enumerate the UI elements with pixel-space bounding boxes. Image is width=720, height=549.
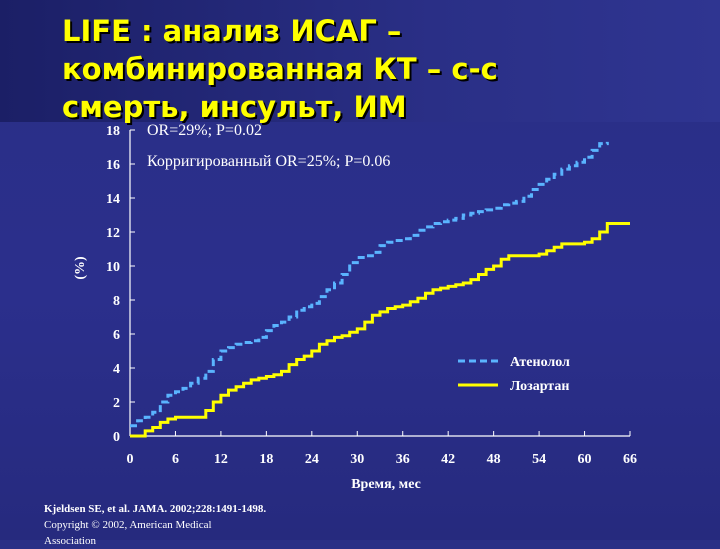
title-band: [0, 0, 720, 122]
annotation-adjusted-or: Корригированный OR=25%; P=0.06: [147, 153, 390, 170]
y-tick-label: 14: [106, 192, 120, 207]
x-tick-label: 36: [396, 452, 410, 467]
x-tick-label: 54: [532, 452, 546, 467]
x-tick-label: 0: [127, 452, 134, 467]
x-tick-label: 6: [172, 452, 179, 467]
x-tick-label: 60: [578, 452, 592, 467]
source-citation: Kjeldsen SE, et al. JAMA. 2002;228:1491-…: [44, 501, 266, 549]
x-tick-label: 66: [623, 452, 637, 467]
legend-losartan-label: Лозартан: [510, 379, 569, 394]
y-tick-label: 6: [113, 328, 120, 343]
chart-series: [130, 141, 630, 438]
x-tick-label: 12: [214, 452, 228, 467]
y-axis-label: (%): [73, 256, 88, 280]
copyright-text: Copyright © 2002, American Medical: [44, 519, 212, 531]
copyright-text-2: Association: [44, 535, 96, 547]
title-line-3: смерть, инсульт, ИМ: [62, 90, 407, 124]
series-losartan-line: [130, 222, 630, 438]
y-tick-label: 4: [113, 362, 120, 377]
x-tick-label: 48: [487, 452, 501, 467]
x-tick-label: 42: [441, 452, 455, 467]
y-tick-label: 12: [106, 226, 120, 241]
y-tick-label: 2: [113, 396, 120, 411]
x-axis-label: Время, мес: [351, 477, 421, 492]
y-tick-label: 16: [106, 158, 120, 173]
y-tick-label: 18: [106, 124, 120, 139]
x-tick-label: 18: [259, 452, 273, 467]
legend-atenolol-label: Атенолол: [510, 355, 570, 370]
legend: Атенолол Лозартан: [458, 355, 570, 394]
title-line-1: LIFE : анализ ИСАГ –: [62, 14, 402, 48]
x-tick-label: 24: [305, 452, 319, 467]
y-tick-label: 10: [106, 260, 120, 275]
annotation-or: OR=29%; P=0.02: [147, 122, 262, 139]
series-atenolol-line: [130, 141, 609, 428]
x-tick-label: 30: [350, 452, 364, 467]
slide-title: LIFE : анализ ИСАГ – комбинированная КТ …: [62, 12, 702, 126]
y-tick-label: 0: [113, 430, 120, 445]
citation-text: Kjeldsen SE, et al. JAMA. 2002;228:1491-…: [44, 503, 267, 515]
y-tick-label: 8: [113, 294, 120, 309]
title-line-2: комбинированная КТ – с-с: [62, 52, 498, 86]
